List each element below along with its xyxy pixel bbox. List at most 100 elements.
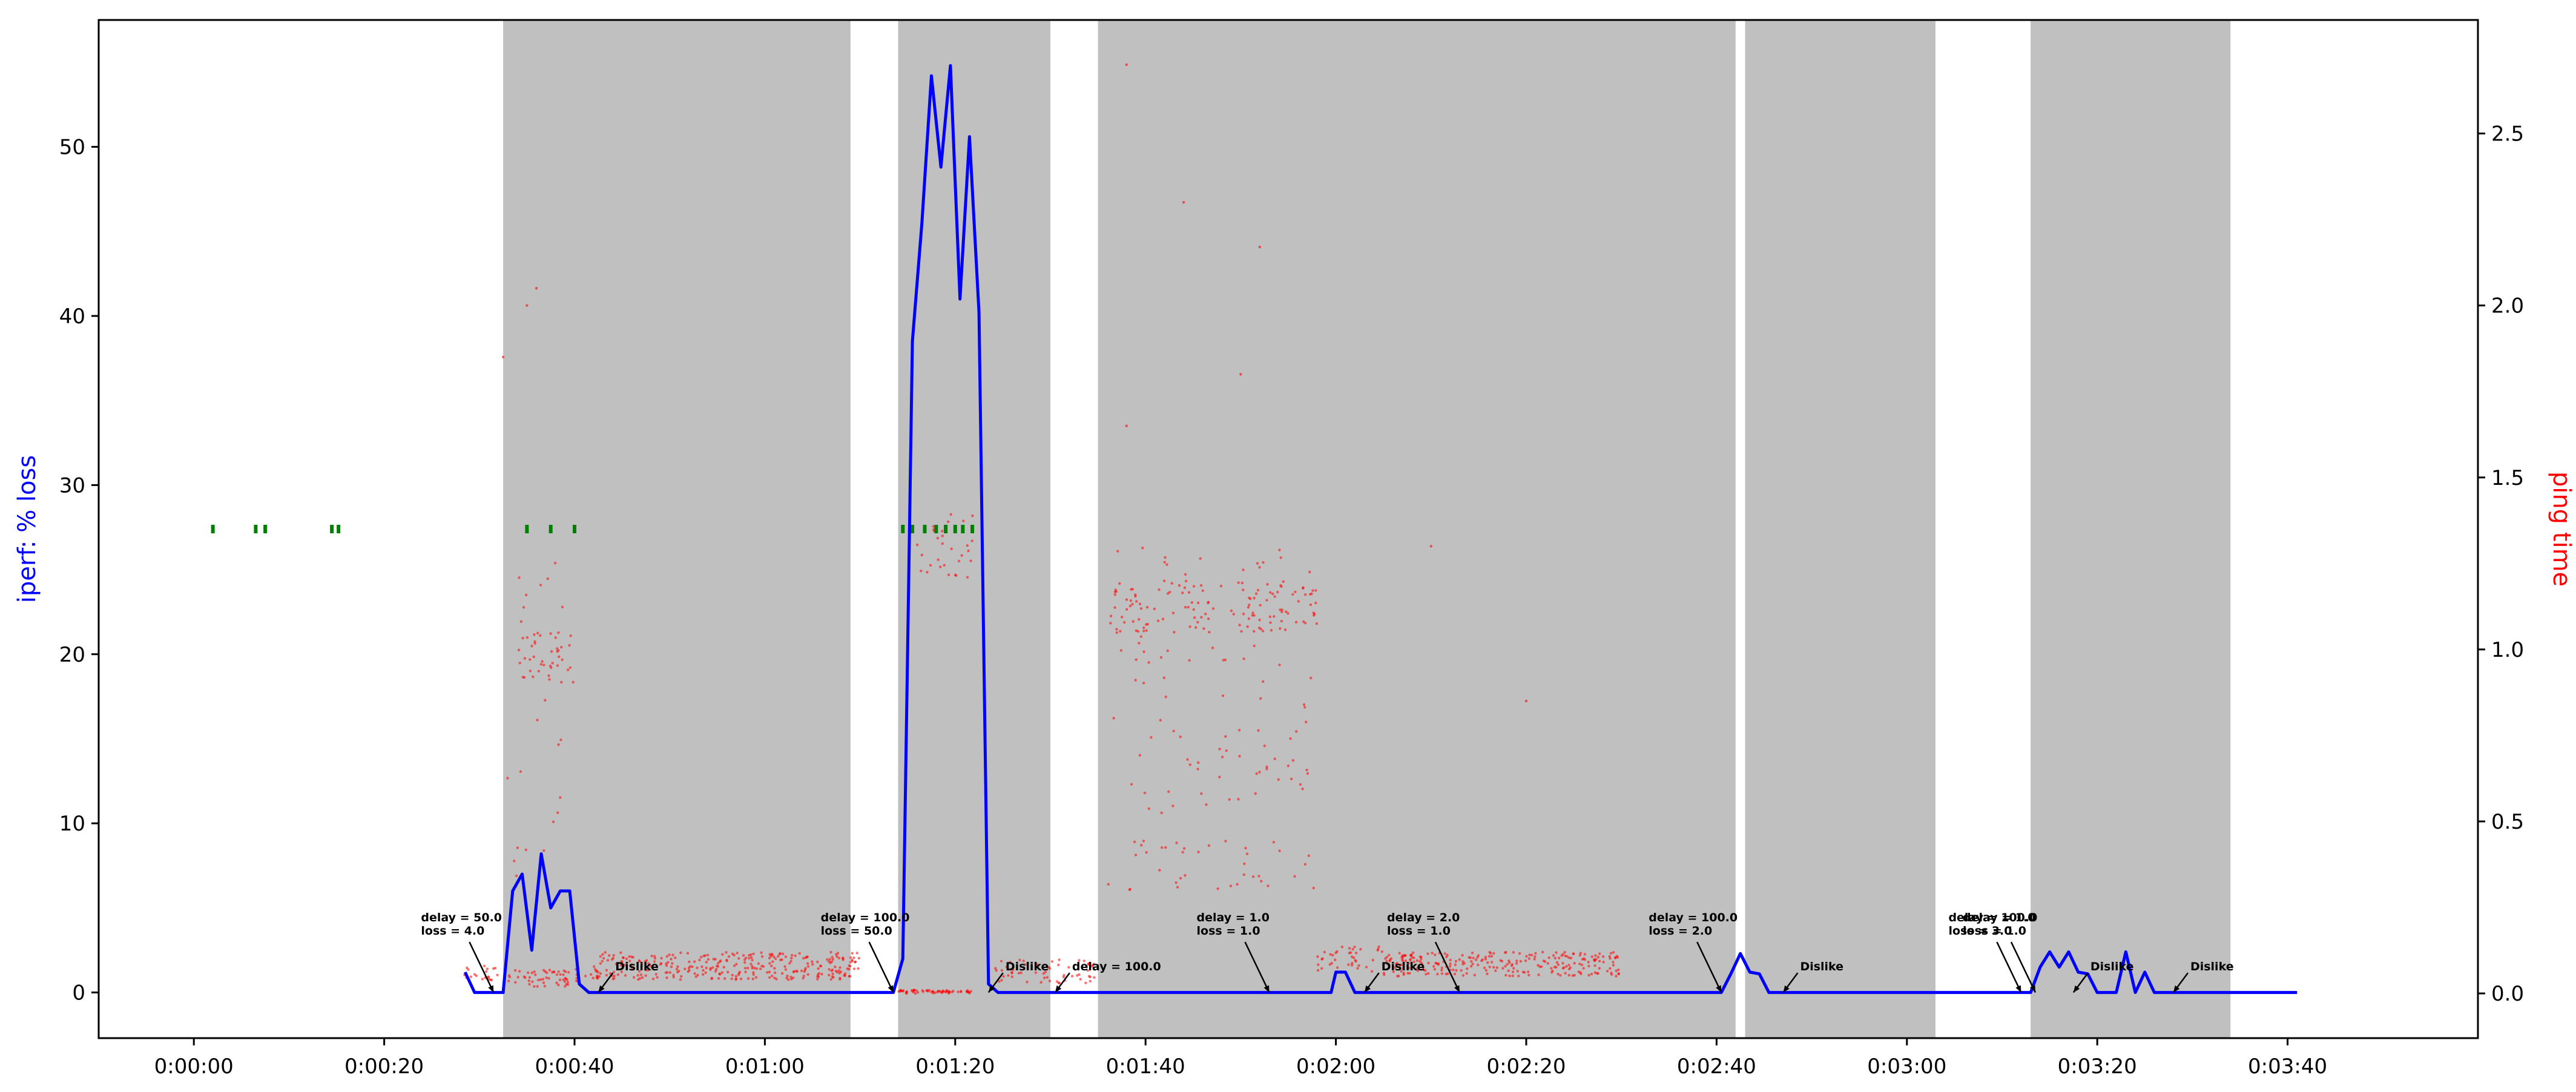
ping-point	[1386, 962, 1389, 965]
ping-point	[1153, 607, 1156, 611]
x-tick-label: 0:03:20	[2058, 1054, 2137, 1079]
ping-point	[550, 650, 553, 653]
ping-point	[555, 973, 559, 976]
ping-point	[715, 964, 719, 968]
ping-point	[1314, 601, 1317, 605]
ping-point	[781, 952, 785, 955]
ping-point	[1291, 593, 1294, 596]
ping-point	[679, 978, 682, 981]
ping-point	[1556, 963, 1560, 966]
ping-point	[562, 969, 565, 972]
ping-point	[1232, 613, 1236, 616]
ping-point	[531, 980, 534, 983]
ping-point	[554, 636, 558, 639]
ping-point	[1484, 969, 1488, 972]
ping-point	[1113, 606, 1116, 609]
ping-point	[1406, 972, 1409, 975]
ping-point	[1311, 589, 1314, 592]
ping-point	[1224, 658, 1227, 662]
ping-point	[493, 967, 497, 970]
ping-point	[1336, 950, 1339, 953]
ping-point	[515, 874, 518, 878]
annotation-arrow	[868, 941, 894, 993]
ping-point	[1181, 850, 1184, 854]
ping-point	[1160, 811, 1163, 815]
ping-point	[790, 953, 794, 957]
ping-point	[1422, 969, 1426, 972]
ping-point	[1388, 953, 1391, 957]
ping-point	[1290, 777, 1293, 781]
ping-point	[751, 958, 754, 962]
ping-point	[1606, 970, 1609, 973]
ping-point	[816, 978, 819, 981]
ping-point	[1242, 588, 1245, 591]
ping-point	[947, 991, 950, 994]
ping-point	[556, 811, 559, 814]
ping-point	[1188, 625, 1191, 628]
ping-point	[525, 593, 528, 597]
ping-point	[730, 977, 733, 981]
ping-point	[506, 777, 509, 780]
ping-point	[1506, 962, 1509, 966]
ping-point	[1075, 974, 1079, 977]
green-marker	[911, 525, 915, 533]
ping-point	[1410, 953, 1413, 956]
ping-point	[932, 525, 935, 528]
ping-point	[1135, 600, 1138, 603]
ping-point	[1420, 961, 1423, 965]
ping-point	[1047, 965, 1051, 969]
ping-point	[1602, 961, 1605, 964]
annotation-arrowhead	[598, 985, 605, 993]
ping-point	[1184, 605, 1187, 609]
ping-point	[1279, 584, 1282, 587]
ping-point	[1426, 952, 1429, 955]
ping-point	[624, 974, 627, 977]
ping-point	[589, 973, 593, 976]
ping-point	[1115, 631, 1118, 634]
ping-point	[557, 970, 560, 973]
ping-point	[516, 976, 519, 979]
ping-point	[706, 953, 710, 956]
ping-point	[762, 965, 765, 968]
ping-point	[622, 956, 625, 959]
ping-point	[545, 971, 548, 975]
ping-point	[1022, 959, 1025, 962]
x-tick-label: 0:02:20	[1486, 1054, 1566, 1079]
ping-point	[773, 976, 776, 979]
ping-point	[532, 675, 535, 679]
ping-point	[1440, 966, 1444, 969]
annotation-label: delay = 50.0	[421, 911, 502, 924]
y-right-tick-label: 1.0	[2491, 638, 2524, 662]
ping-point	[1598, 959, 1601, 963]
ping-point	[1034, 971, 1038, 974]
ping-point	[1263, 744, 1267, 748]
ping-point	[1595, 972, 1599, 975]
ping-point	[1067, 965, 1070, 969]
ping-point	[651, 966, 654, 970]
x-tick-label: 0:01:00	[725, 1054, 805, 1079]
ping-point	[656, 976, 659, 979]
ping-point	[1165, 563, 1168, 566]
ping-point	[1009, 961, 1012, 964]
ping-point	[834, 965, 837, 969]
annotation-arrowhead	[1716, 985, 1722, 993]
ping-point	[1125, 608, 1128, 611]
ping-point	[596, 977, 599, 980]
ping-point	[829, 950, 832, 954]
ping-point	[1291, 758, 1295, 762]
ping-point	[1330, 962, 1334, 965]
ping-point	[1315, 622, 1319, 625]
ping-point	[937, 558, 940, 561]
ping-point	[566, 981, 570, 984]
ping-point	[1216, 887, 1219, 890]
ping-point	[1449, 958, 1452, 962]
ping-point	[843, 974, 846, 977]
ping-point	[611, 978, 614, 981]
ping-point	[816, 960, 819, 964]
iperf-loss-line	[463, 64, 2298, 995]
ping-point	[1277, 778, 1280, 781]
ping-point	[644, 969, 648, 972]
ping-point	[522, 606, 525, 609]
